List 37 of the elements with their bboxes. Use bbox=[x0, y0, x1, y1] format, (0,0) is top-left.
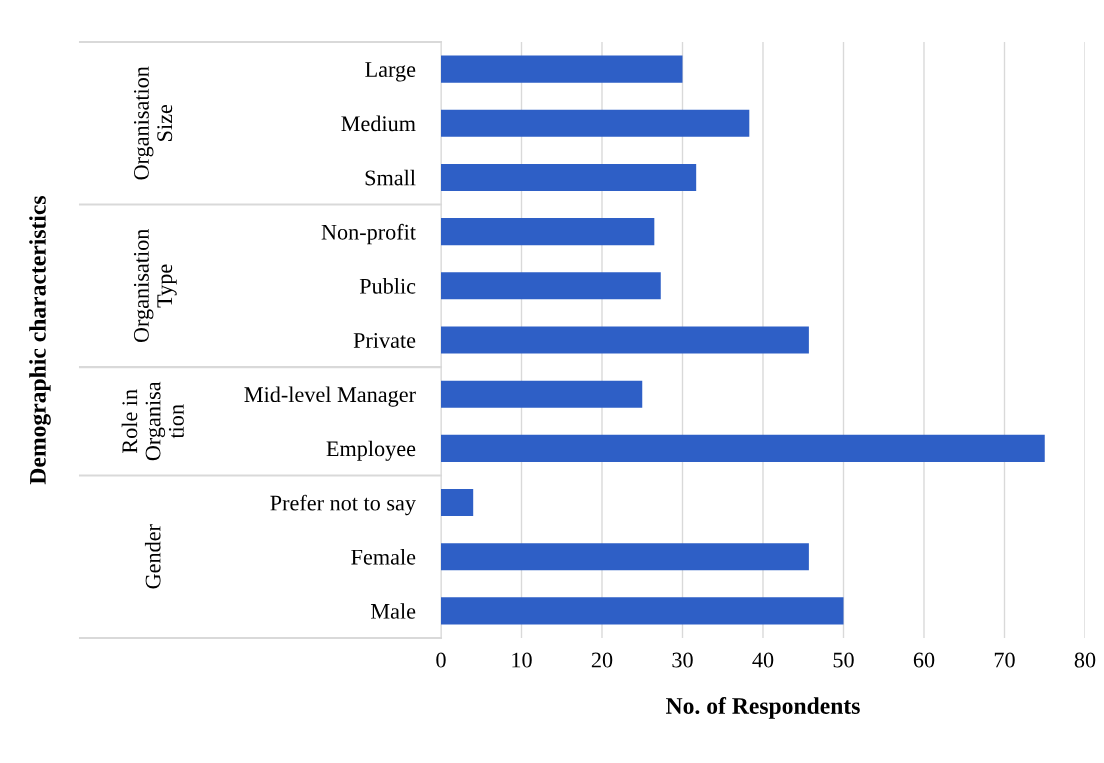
y-tick-label: Public bbox=[359, 278, 416, 294]
text: Organisation Size bbox=[133, 66, 173, 180]
y-tick-label: Prefer not to say bbox=[270, 494, 416, 516]
bar bbox=[441, 109, 750, 137]
y-tick-label: Mid-level Manager bbox=[244, 386, 416, 407]
y-tick-label: Employee bbox=[326, 440, 416, 461]
bar bbox=[441, 380, 643, 408]
x-tick-label: 30 bbox=[672, 652, 693, 668]
x-tick-label: 0 bbox=[436, 652, 446, 668]
bar bbox=[441, 489, 474, 517]
bar bbox=[441, 218, 655, 246]
x-tick-label: 60 bbox=[913, 652, 935, 668]
y-tick-label: Non-profit bbox=[321, 223, 416, 245]
bar bbox=[441, 163, 697, 191]
y-tick-label: Male bbox=[370, 603, 416, 619]
x-tick-label: 50 bbox=[833, 652, 854, 668]
text: Organisation Type bbox=[133, 228, 177, 343]
x-tick-label: 80 bbox=[1074, 652, 1096, 668]
x-tick-label: 10 bbox=[512, 652, 532, 668]
x-tick-label: 40 bbox=[752, 652, 774, 668]
bar bbox=[441, 434, 1045, 462]
y-tick-label: Small bbox=[365, 169, 416, 186]
text: Role in Organisa tion bbox=[121, 381, 184, 461]
y-tick-label: Private bbox=[353, 332, 416, 348]
text: Gender bbox=[144, 524, 161, 589]
y-tick-label: Medium bbox=[341, 115, 416, 132]
text: Demographic characteristics bbox=[29, 196, 51, 485]
bar bbox=[441, 55, 683, 83]
bar bbox=[441, 543, 809, 571]
x-tick-label: 20 bbox=[591, 652, 613, 668]
x-axis-title: No. of Respondents bbox=[666, 697, 860, 719]
y-tick-label: Female bbox=[351, 549, 416, 565]
y-tick-label: Large bbox=[365, 62, 416, 82]
x-tick-label: 70 bbox=[994, 652, 1015, 668]
bar bbox=[441, 326, 809, 354]
bar bbox=[441, 597, 844, 625]
bar bbox=[441, 272, 661, 300]
